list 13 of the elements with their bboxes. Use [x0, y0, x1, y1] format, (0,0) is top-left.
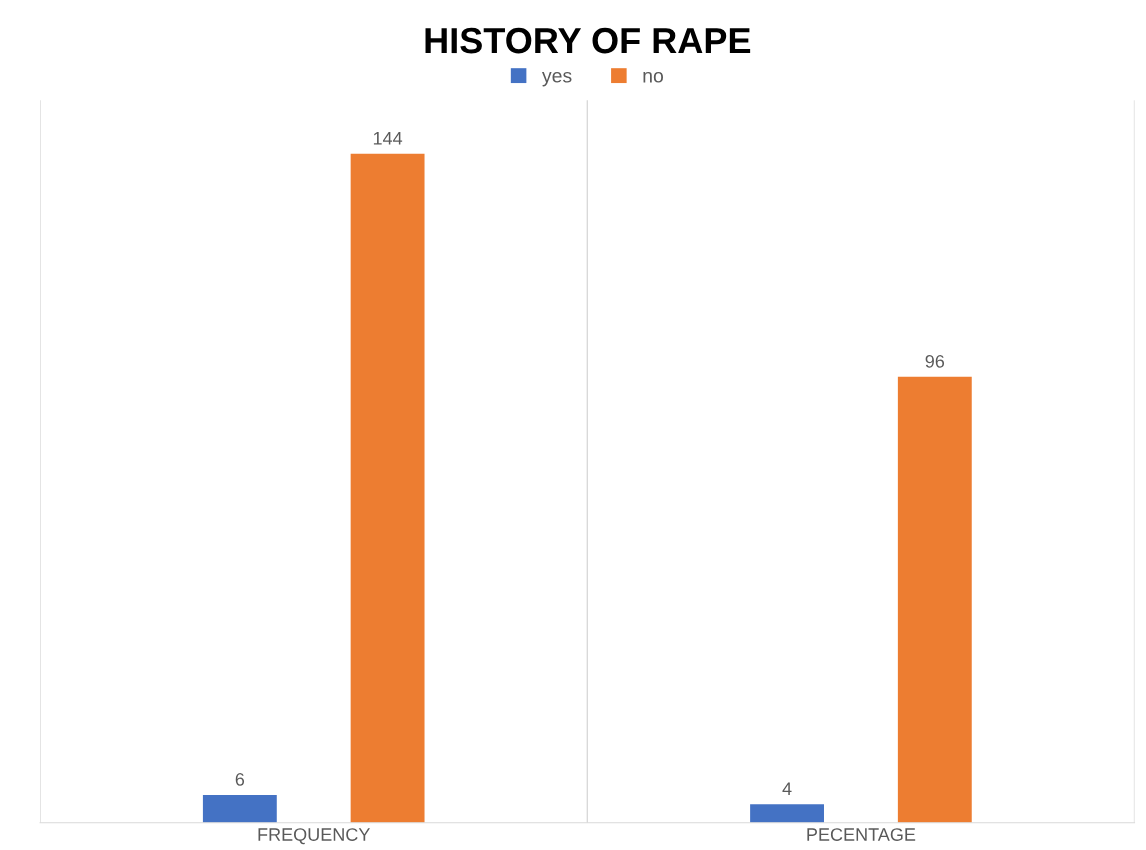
data-label: 144	[373, 132, 403, 145]
data-label: 4	[782, 782, 792, 795]
x-tick-label: PECENTAGE	[807, 828, 916, 841]
data-label: 6	[235, 773, 245, 786]
chart-title: HISTORY OF RAPE	[425, 27, 751, 54]
x-tick-label: FREQUENCY	[258, 828, 370, 845]
bar	[897, 376, 972, 823]
bar	[750, 804, 824, 823]
data-label: 96	[925, 354, 945, 368]
bar	[202, 794, 277, 823]
bar	[350, 153, 425, 823]
legend-label: yes	[541, 71, 572, 87]
legend-label: no	[643, 71, 664, 83]
